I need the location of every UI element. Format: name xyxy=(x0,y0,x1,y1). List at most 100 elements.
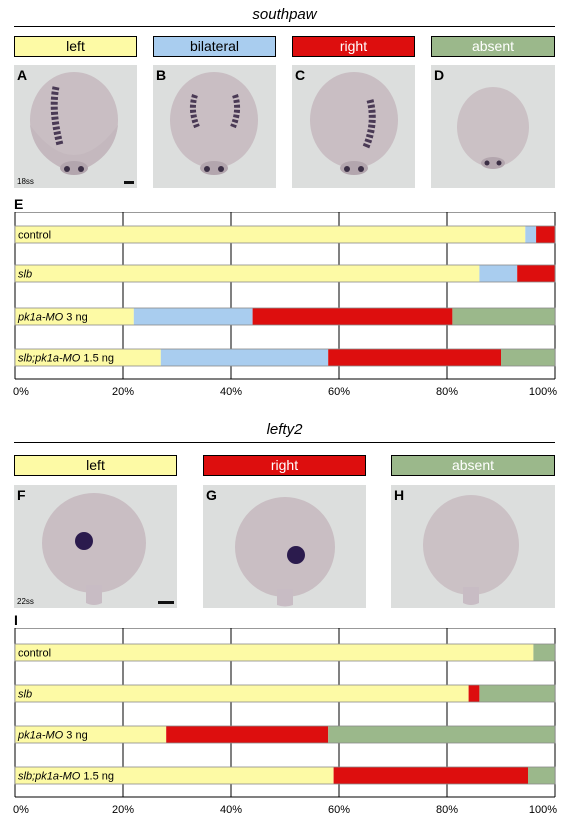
bar-segment-left xyxy=(15,265,480,282)
category-label: slb xyxy=(18,269,32,281)
legend-left: left xyxy=(14,36,137,57)
category-label: control xyxy=(18,230,51,242)
bar-segment-absent xyxy=(501,349,555,366)
bar-segment-left xyxy=(15,226,526,243)
bar-outline xyxy=(14,725,556,744)
category-label: slb;pk1a-MO 1.5 ng xyxy=(18,771,114,783)
embryo-image-c: C xyxy=(292,65,415,188)
embryo-right-expression xyxy=(235,497,335,607)
x-tick-label: 60% xyxy=(328,804,350,816)
bar-segment-bilateral xyxy=(479,265,518,282)
bar-segment-right xyxy=(536,226,555,243)
embryo-image-g: G xyxy=(203,485,366,608)
bar-segment-absent xyxy=(479,685,555,702)
panel-label-a: A xyxy=(17,67,28,83)
bar-segment-right xyxy=(252,308,453,325)
bar-outline xyxy=(14,348,556,367)
legend-absent: absent xyxy=(391,455,555,476)
panel-label-b: B xyxy=(156,67,167,83)
bar-segment-bilateral xyxy=(525,226,537,243)
bar-segment-right xyxy=(333,767,528,784)
bar-outline xyxy=(14,264,556,283)
bar-segment-left xyxy=(15,644,534,661)
x-tick-label: 20% xyxy=(112,386,134,398)
panel-label-h: H xyxy=(394,487,405,503)
category-label-italic: slb xyxy=(18,689,32,701)
bar-segment-left xyxy=(15,726,167,743)
x-tick-label: 100% xyxy=(529,386,557,398)
bar-outline xyxy=(14,307,556,326)
bar-outline xyxy=(14,643,556,662)
x-tick-label: 80% xyxy=(436,804,458,816)
legend-absent: absent xyxy=(431,36,555,57)
bar-segment-absent xyxy=(452,308,555,325)
x-tick-label: 60% xyxy=(328,386,350,398)
bar-segment-right xyxy=(468,685,480,702)
title-rule xyxy=(14,442,555,443)
bar-outline xyxy=(14,766,556,785)
section-title-lefty2: lefty2 xyxy=(266,421,303,438)
bar-segment-right xyxy=(328,349,501,366)
category-label-italic: slb;pk1a-MO xyxy=(18,353,81,365)
category-label-plain: 1.5 ng xyxy=(80,353,114,365)
category-label: slb;pk1a-MO 1.5 ng xyxy=(18,353,114,365)
legend-bilateral: bilateral xyxy=(153,36,276,57)
bar-outline xyxy=(14,684,556,703)
embryo-left-expression xyxy=(42,493,146,605)
legend-right: right xyxy=(203,455,366,476)
bar-segment-absent xyxy=(528,767,555,784)
category-label-italic: pk1a-MO xyxy=(17,730,64,742)
bar-segment-left xyxy=(15,767,334,784)
x-tick-label: 0% xyxy=(13,804,29,816)
stage-label: 18ss xyxy=(17,177,34,186)
x-tick-label: 20% xyxy=(112,804,134,816)
title-rule xyxy=(14,26,555,27)
legend-left: left xyxy=(14,455,177,476)
category-label: slb xyxy=(18,689,32,701)
category-label: control xyxy=(18,648,51,660)
scale-bar xyxy=(158,601,174,604)
scale-bar xyxy=(124,181,134,184)
embryo-right-expression xyxy=(310,72,398,175)
panel-label-f: F xyxy=(17,487,26,503)
stage-label: 22ss xyxy=(17,597,34,606)
category-label-plain: control xyxy=(18,648,51,660)
bar-segment-bilateral xyxy=(133,308,253,325)
embryo-image-b: B xyxy=(153,65,276,188)
chart-southpaw: control slb pk1a-MO 3 ng slb;pk1a-MO 1.5 ng… xyxy=(13,212,557,398)
category-label: pk1a-MO 3 ng xyxy=(17,730,88,742)
category-label-plain: control xyxy=(18,230,51,242)
embryo-bilateral-expression xyxy=(170,72,258,175)
chart-label-i: I xyxy=(14,612,18,628)
embryo-image-a: A 18ss xyxy=(14,65,137,188)
panel-label-g: G xyxy=(206,487,217,503)
bar-segment-left xyxy=(15,685,469,702)
bar-segment-bilateral xyxy=(160,349,329,366)
section-title-southpaw: southpaw xyxy=(252,6,317,23)
legend-right: right xyxy=(292,36,415,57)
x-tick-label: 80% xyxy=(436,386,458,398)
x-tick-label: 40% xyxy=(220,804,242,816)
chart-lefty2: control slb pk1a-MO 3 ng slb;pk1a-MO 1.5 ng… xyxy=(13,628,557,816)
category-label-plain: 3 ng xyxy=(63,730,87,742)
category-label: pk1a-MO 3 ng xyxy=(17,312,88,324)
bar-segment-right xyxy=(166,726,329,743)
embryo-image-d: D xyxy=(431,65,555,188)
bar-segment-right xyxy=(517,265,555,282)
bar-segment-left xyxy=(15,349,161,366)
embryo-image-f: F 22ss xyxy=(14,485,177,608)
embryo-absent-expression xyxy=(423,495,519,605)
panel-label-d: D xyxy=(434,67,445,83)
x-tick-label: 40% xyxy=(220,386,242,398)
category-label-plain: 1.5 ng xyxy=(80,771,114,783)
bar-segment-absent xyxy=(328,726,555,743)
embryo-left-expression xyxy=(30,72,118,175)
category-label-italic: pk1a-MO xyxy=(17,312,64,324)
bar-segment-left xyxy=(15,308,134,325)
embryo-image-h: H xyxy=(391,485,555,608)
bar-segment-absent xyxy=(533,644,555,661)
x-tick-label: 100% xyxy=(529,804,557,816)
category-label-plain: 3 ng xyxy=(63,312,87,324)
bar-outline xyxy=(14,225,556,244)
embryo-absent-expression xyxy=(457,87,529,169)
